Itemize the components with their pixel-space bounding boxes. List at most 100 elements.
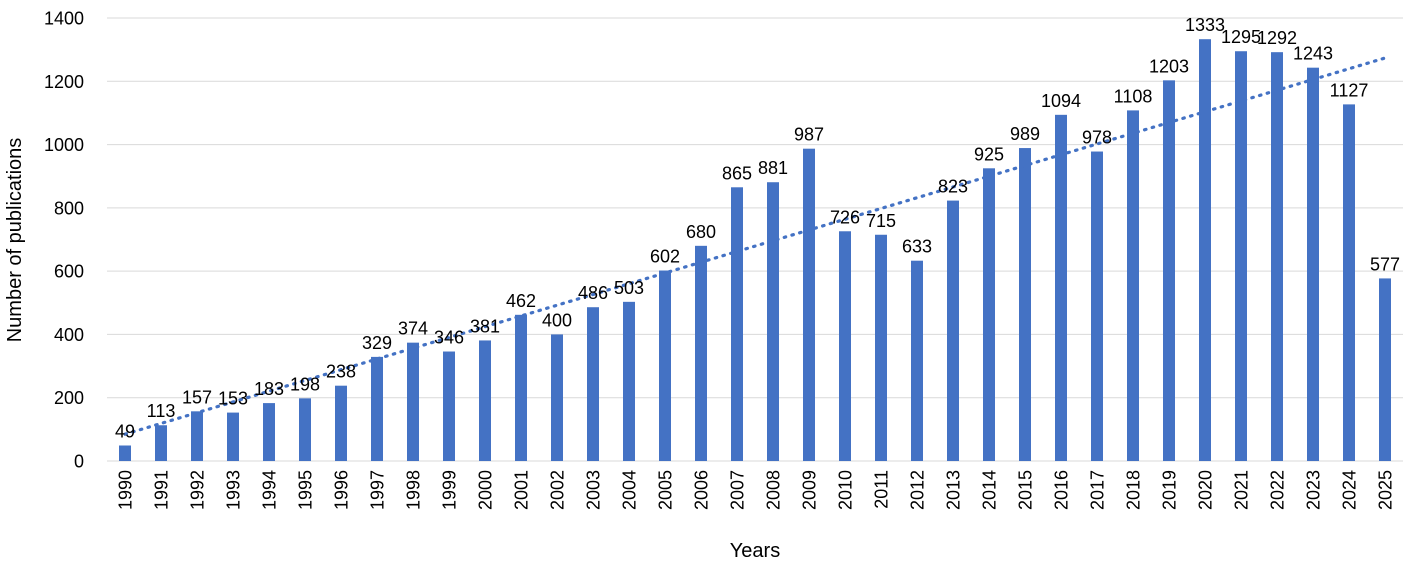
data-label: 381	[470, 316, 500, 336]
data-label: 198	[290, 374, 320, 394]
data-label: 1108	[1114, 86, 1153, 106]
data-label: 113	[147, 401, 176, 421]
gridlines	[107, 17, 1403, 462]
bar	[1055, 114, 1067, 461]
x-tick-label: 2002	[548, 470, 568, 510]
data-label: 503	[614, 278, 644, 298]
x-tick-label: 2025	[1376, 470, 1396, 510]
data-label: 462	[506, 291, 536, 311]
bar	[695, 245, 707, 461]
data-label: 726	[830, 207, 860, 227]
x-tick-label: 1999	[440, 470, 460, 510]
data-label: 602	[650, 247, 680, 267]
x-tick-label: 1996	[332, 470, 352, 510]
x-tick-label: 1995	[296, 470, 316, 510]
trendline	[123, 56, 1387, 436]
x-axis-ticks: 1990 1991 1992 1993 1994 1995 1996 1997 1998 1999…	[116, 470, 1396, 510]
bar	[263, 403, 275, 461]
bar	[875, 234, 887, 461]
bar	[1199, 39, 1211, 461]
bar	[1019, 148, 1031, 462]
y-tick-label: 0	[74, 452, 84, 472]
x-tick-label: 1993	[224, 470, 244, 510]
x-tick-label: 2018	[1124, 470, 1144, 510]
x-tick-label: 2008	[764, 470, 784, 510]
bar	[767, 182, 779, 461]
x-tick-label: 2022	[1268, 470, 1288, 510]
bar	[1379, 278, 1391, 461]
data-label: 1203	[1149, 56, 1189, 76]
x-tick-label: 2021	[1232, 470, 1252, 510]
bar	[227, 412, 239, 461]
x-tick-label: 2003	[584, 470, 604, 510]
x-tick-label: 1994	[260, 470, 280, 510]
y-tick-label: 1200	[44, 72, 84, 92]
data-label: 1295	[1221, 27, 1261, 47]
x-tick-label: 2013	[944, 470, 964, 510]
data-label: 823	[938, 177, 968, 197]
bar	[803, 148, 815, 461]
data-label: 680	[686, 222, 716, 242]
data-label: 157	[182, 387, 212, 407]
bar	[407, 342, 419, 461]
x-tick-label: 2017	[1088, 470, 1108, 510]
data-label: 881	[758, 158, 788, 178]
bar	[1271, 52, 1283, 461]
bar	[1343, 104, 1355, 461]
bar	[551, 334, 563, 461]
x-tick-label: 1998	[404, 470, 424, 510]
data-label: 987	[794, 125, 824, 145]
x-tick-label: 2010	[836, 470, 856, 510]
data-label: 1292	[1257, 28, 1297, 48]
x-tick-label: 2009	[800, 470, 820, 510]
data-label: 400	[542, 310, 572, 330]
y-tick-label: 600	[54, 262, 84, 282]
bar	[1307, 67, 1319, 461]
data-label: 1094	[1041, 91, 1081, 111]
y-tick-label: 400	[54, 325, 84, 345]
y-tick-label: 200	[54, 388, 84, 408]
bar	[623, 301, 635, 461]
bar	[947, 200, 959, 461]
y-tick-label: 800	[54, 198, 84, 218]
data-label: 183	[254, 379, 284, 399]
x-tick-label: 2007	[728, 470, 748, 510]
x-tick-label: 2020	[1196, 470, 1216, 510]
x-tick-label: 2005	[656, 470, 676, 510]
data-label: 978	[1082, 128, 1112, 148]
x-tick-label: 2019	[1160, 470, 1180, 510]
data-label: 374	[398, 319, 428, 339]
bar	[155, 425, 167, 461]
bar	[1091, 151, 1103, 462]
bar	[839, 231, 851, 461]
data-label: 1333	[1185, 15, 1225, 35]
bars	[119, 39, 1391, 462]
x-tick-label: 2004	[620, 470, 640, 510]
x-tick-label: 2011	[872, 470, 892, 509]
data-label: 633	[902, 237, 932, 257]
data-label: 1243	[1293, 44, 1333, 64]
data-label: 153	[218, 389, 248, 409]
data-label: 715	[866, 211, 896, 231]
bar	[119, 445, 131, 461]
y-axis-ticks: 0 200 400 600 800 1000 1200 1400	[44, 9, 84, 472]
x-tick-label: 2024	[1340, 470, 1360, 510]
data-label: 49	[115, 421, 135, 441]
x-tick-label: 2012	[908, 470, 928, 510]
data-labels: 49 113 157 153 183 198 238 329 374 346 381 462 400 48…	[115, 15, 1400, 441]
x-tick-label: 1991	[152, 470, 172, 510]
bar	[1127, 110, 1139, 461]
data-label: 989	[1010, 124, 1040, 144]
x-tick-label: 1990	[116, 470, 136, 510]
bar	[335, 385, 347, 461]
bar	[371, 356, 383, 461]
bar	[911, 260, 923, 461]
y-axis-title: Number of publications	[4, 138, 26, 343]
x-tick-label: 2016	[1052, 470, 1072, 510]
x-tick-label: 1992	[188, 470, 208, 510]
bar	[1235, 51, 1247, 461]
data-label: 577	[1370, 254, 1400, 274]
x-tick-label: 2006	[692, 470, 712, 510]
bar	[731, 187, 743, 461]
